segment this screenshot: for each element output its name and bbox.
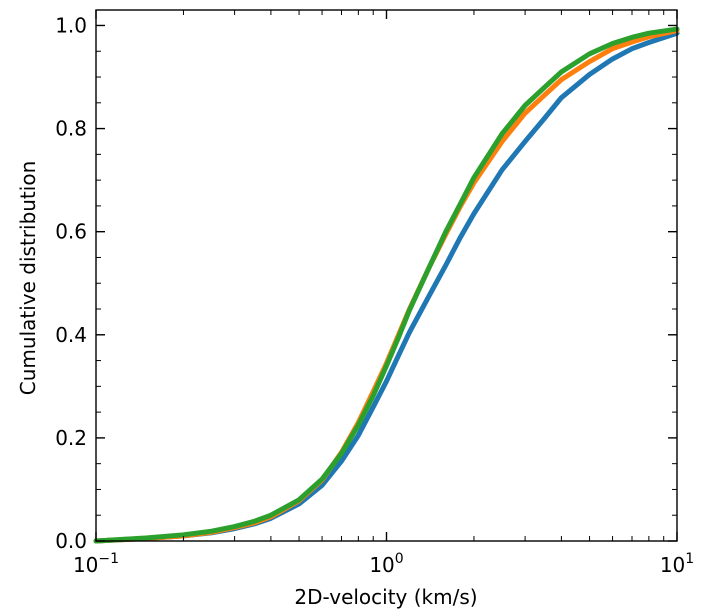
y-axis-label: Cumulative distribution bbox=[16, 161, 40, 395]
y-tick-label-0: 0.0 bbox=[55, 529, 87, 553]
labels-layer: 0.0 0.2 0.4 0.6 0.8 1.0 10−1 100 101 bbox=[55, 13, 694, 577]
y-tick-label-4: 0.8 bbox=[55, 117, 87, 141]
series-line-green bbox=[93, 26, 680, 544]
y-tick-label-3: 0.6 bbox=[55, 220, 87, 244]
series-layer bbox=[93, 26, 680, 544]
x-axis-label: 2D-velocity (km/s) bbox=[294, 585, 477, 609]
x-tick-label-1: 100 bbox=[369, 551, 403, 577]
ticks-layer bbox=[95, 10, 678, 542]
plot-frame bbox=[95, 9, 678, 542]
x-tick-label-2: 101 bbox=[660, 551, 694, 577]
x-tick-label-0: 10−1 bbox=[73, 551, 119, 577]
y-tick-label-5: 1.0 bbox=[55, 13, 87, 37]
y-tick-label-1: 0.2 bbox=[55, 426, 87, 450]
y-tick-label-2: 0.4 bbox=[55, 323, 87, 347]
